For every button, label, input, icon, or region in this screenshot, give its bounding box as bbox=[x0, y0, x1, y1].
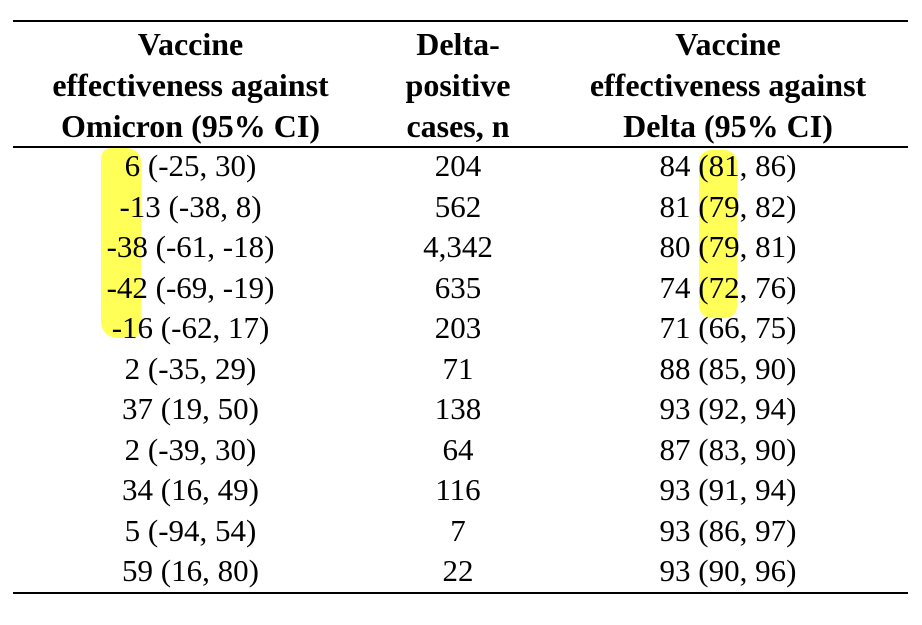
cell-omicron: -38 (-61, -18) bbox=[106, 229, 275, 264]
cell-cases: 204 bbox=[434, 148, 482, 183]
cell-cases: 562 bbox=[434, 188, 482, 224]
cell-delta: 80 (79, 81) bbox=[659, 229, 797, 264]
cell-cases: 4,342 bbox=[423, 229, 493, 264]
table-row: 2 (-35, 29) 71 88 (85, 90) bbox=[13, 349, 908, 390]
header-delta-effectiveness: Vaccine effectiveness against Delta (95%… bbox=[548, 24, 908, 147]
header-cases-line-3: cases, n bbox=[406, 108, 510, 144]
cell-omicron: 34 (16, 49) bbox=[122, 472, 259, 507]
cell-delta: 71 (66, 75) bbox=[659, 310, 797, 345]
cell-delta: 81 (79, 82) bbox=[659, 188, 797, 224]
table-bottom-rule bbox=[13, 592, 908, 594]
highlight-mark-omicron bbox=[101, 148, 141, 338]
table-row: 6 (-25, 30) 204 84 (81, 86) bbox=[13, 146, 908, 187]
cell-omicron: 37 (19, 50) bbox=[122, 391, 259, 426]
header-delta-line-2: effectiveness against bbox=[589, 67, 867, 103]
table-row: -13 (-38, 8) 562 81 (79, 82) bbox=[13, 187, 908, 228]
cell-delta: 93 (92, 94) bbox=[659, 391, 797, 426]
header-delta-line-3: Delta (95% CI) bbox=[623, 108, 833, 144]
table-row: -16 (-62, 17) 203 71 (66, 75) bbox=[13, 308, 908, 349]
cell-cases: 203 bbox=[434, 310, 482, 345]
table-header: Vaccine effectiveness against Omicron (9… bbox=[13, 24, 908, 144]
header-omicron-line-2: effectiveness against bbox=[52, 67, 329, 103]
cell-omicron: -42 (-69, -19) bbox=[106, 269, 275, 305]
cell-cases: 635 bbox=[434, 269, 482, 305]
cell-delta: 93 (90, 96) bbox=[659, 553, 797, 588]
table-row: 37 (19, 50) 138 93 (92, 94) bbox=[13, 389, 908, 430]
cell-omicron: 2 (-35, 29) bbox=[124, 350, 257, 386]
cell-omicron: -16 (-62, 17) bbox=[111, 310, 270, 345]
table-top-rule bbox=[13, 20, 908, 22]
highlight-mark-delta bbox=[699, 150, 737, 318]
cell-omicron: 59 (16, 80) bbox=[122, 553, 259, 588]
cell-omicron: 2 (-39, 30) bbox=[124, 431, 257, 467]
table-row: -42 (-69, -19) 635 74 (72, 76) bbox=[13, 268, 908, 309]
cell-cases: 64 bbox=[442, 431, 474, 467]
table-header-rule bbox=[13, 146, 908, 148]
cell-delta: 88 (85, 90) bbox=[659, 350, 797, 386]
header-omicron-line-1: Vaccine bbox=[137, 26, 244, 62]
header-delta-line-1: Vaccine bbox=[675, 26, 781, 62]
cell-delta: 87 (83, 90) bbox=[659, 431, 797, 467]
header-cases-line-2: positive bbox=[405, 67, 511, 103]
table-row: 2 (-39, 30) 64 87 (83, 90) bbox=[13, 430, 908, 471]
table-row: -38 (-61, -18) 4,342 80 (79, 81) bbox=[13, 227, 908, 268]
cell-cases: 71 bbox=[442, 350, 474, 386]
header-cases-line-1: Delta- bbox=[416, 26, 500, 62]
header-omicron-line-3: Omicron (95% CI) bbox=[61, 108, 320, 144]
cell-cases: 7 bbox=[450, 512, 466, 548]
cell-omicron: -13 (-38, 8) bbox=[119, 188, 262, 224]
header-omicron-effectiveness: Vaccine effectiveness against Omicron (9… bbox=[13, 24, 368, 147]
table-row: 5 (-94, 54) 7 93 (86, 97) bbox=[13, 511, 908, 552]
table-row: 59 (16, 80) 22 93 (90, 96) bbox=[13, 551, 908, 592]
cell-omicron: 6 (-25, 30) bbox=[124, 148, 257, 183]
cell-cases: 138 bbox=[434, 391, 482, 426]
table-row: 34 (16, 49) 116 93 (91, 94) bbox=[13, 470, 908, 511]
cell-delta: 74 (72, 76) bbox=[659, 269, 797, 305]
table-body: 6 (-25, 30) 204 84 (81, 86) -13 (-38, 8)… bbox=[13, 146, 908, 592]
header-delta-cases: Delta- positive cases, n bbox=[368, 24, 548, 147]
cell-delta: 93 (86, 97) bbox=[659, 512, 797, 548]
cell-delta: 93 (91, 94) bbox=[659, 472, 797, 507]
cell-cases: 22 bbox=[442, 553, 474, 588]
cell-omicron: 5 (-94, 54) bbox=[124, 512, 257, 548]
cell-cases: 116 bbox=[435, 472, 481, 507]
cell-delta: 84 (81, 86) bbox=[659, 148, 797, 183]
